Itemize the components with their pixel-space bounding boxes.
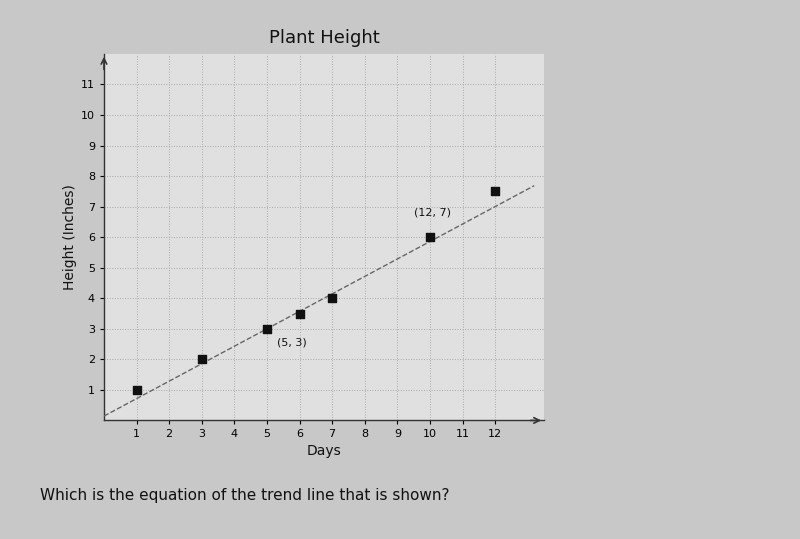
Text: (5, 3): (5, 3) [277, 337, 306, 348]
Point [489, 187, 502, 196]
Y-axis label: Height (Inches): Height (Inches) [63, 184, 77, 290]
Point [293, 309, 306, 318]
X-axis label: Days: Days [306, 444, 342, 458]
Point [261, 324, 274, 333]
Text: (12, 7): (12, 7) [414, 208, 450, 218]
Point [195, 355, 208, 364]
Point [423, 233, 436, 241]
Point [130, 385, 143, 394]
Text: Which is the equation of the trend line that is shown?: Which is the equation of the trend line … [40, 488, 450, 503]
Point [326, 294, 338, 302]
Title: Plant Height: Plant Height [269, 29, 379, 47]
